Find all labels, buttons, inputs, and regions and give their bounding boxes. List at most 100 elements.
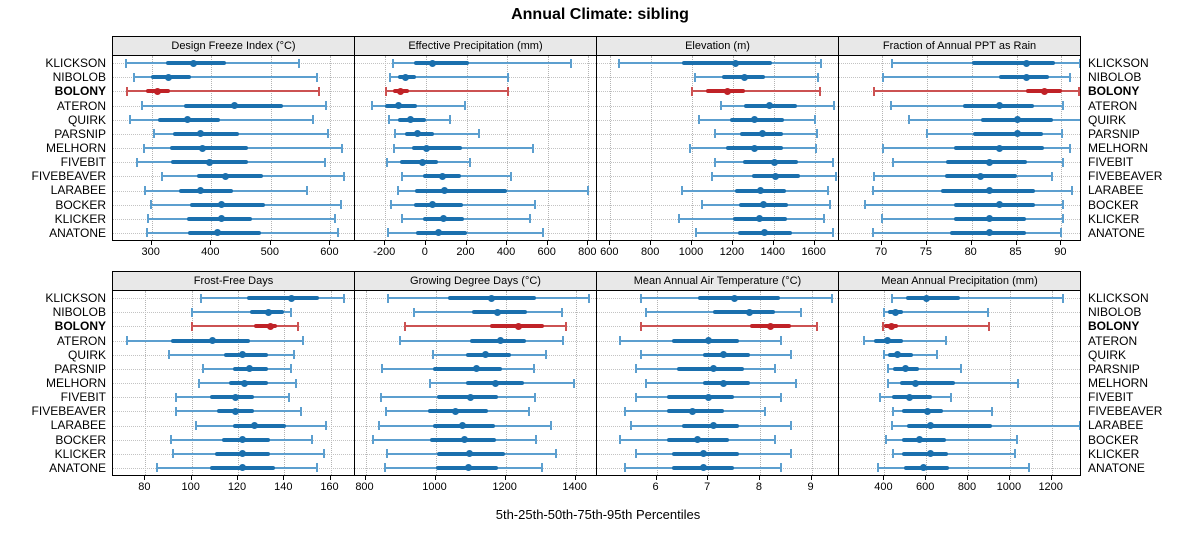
whisker-5-95 [878, 466, 1030, 469]
tick-mark [504, 476, 506, 480]
panel-plot [112, 291, 355, 476]
tick-mark [655, 476, 657, 480]
tick-mark [587, 241, 589, 245]
whisker-cap [881, 321, 884, 331]
station-label: BOCKER [55, 197, 106, 212]
station-label: KLICKSON [45, 56, 106, 71]
whisker-cap [779, 336, 782, 345]
station-label: BOLONY [1088, 84, 1140, 99]
whisker-cap [890, 293, 893, 303]
whisker-cap [789, 350, 792, 360]
median-dot [694, 436, 702, 444]
whisker-cap [195, 421, 198, 430]
panel: Elevation (m) 600 800 1000 1200 1400 1600 [596, 36, 839, 267]
whisker-cap [779, 392, 782, 402]
iqr-bar-25-75 [224, 352, 269, 357]
tick-mark [707, 476, 709, 480]
tick-mark [546, 241, 548, 245]
row-guide [355, 119, 596, 121]
whisker-5-95 [134, 76, 317, 79]
whisker-cap [881, 143, 884, 153]
tick-label: -200 [373, 246, 396, 258]
station-label: MELHORN [45, 376, 106, 390]
whisker-cap [143, 143, 145, 153]
median-dot [241, 379, 249, 387]
whisker-cap [832, 101, 835, 110]
whisker-cap [385, 157, 388, 167]
panel-axis: -200 0 200 400 600 800 [354, 241, 597, 267]
whisker-cap [877, 463, 880, 473]
whisker-cap [449, 115, 452, 125]
station-label: BOLONY [54, 84, 106, 99]
median-dot [924, 407, 932, 415]
whisker-cap [832, 228, 835, 238]
whisker-cap [292, 350, 295, 360]
whisker-cap [831, 293, 834, 303]
iqr-bar-25-75 [188, 230, 261, 235]
whisker-cap [779, 463, 782, 473]
median-dot [488, 294, 496, 302]
median-dot [189, 59, 197, 67]
whisker-cap [190, 307, 193, 317]
iqr-bar-25-75 [972, 131, 1044, 136]
station-label: LARABEE [50, 418, 106, 433]
tick-mark [1050, 476, 1052, 480]
panel-axis: 600 800 1000 1200 1400 1600 [596, 241, 839, 267]
whisker-5-95 [386, 90, 509, 93]
panel: Fraction of Annual PPT as Rain 70 75 80 85 90 [838, 36, 1081, 267]
station-labels-right: KLICKSON NIBOLOB BOLONY ATERON QUIRK PARSNIP M… [1088, 271, 1200, 505]
panel-strip-title: Growing Degree Days (°C) [354, 271, 597, 291]
iqr-bar-25-75 [971, 61, 1056, 66]
tick-label: 300 [141, 246, 160, 258]
iqr-bar-25-75 [170, 146, 248, 150]
station-label: BOCKER [1088, 197, 1139, 212]
whisker-cap [697, 115, 700, 125]
median-dot [732, 59, 740, 67]
whisker-cap [372, 435, 375, 445]
median-dot [894, 351, 902, 359]
whisker-cap [197, 378, 200, 388]
whisker-cap [386, 449, 389, 459]
row-guide [839, 397, 1080, 399]
whisker-cap [478, 129, 480, 139]
whisker-5-95 [153, 132, 328, 135]
median-dot [439, 172, 446, 180]
panel-axis: 6 7 8 9 [596, 476, 839, 502]
whisker-cap [174, 406, 177, 416]
whisker-cap [540, 463, 543, 473]
whisker-cap [287, 392, 290, 402]
whisker-cap [380, 364, 383, 374]
median-dot [206, 158, 213, 166]
whisker-cap [294, 378, 297, 388]
whisker-cap [325, 101, 328, 110]
median-dot [406, 116, 414, 124]
station-label: NIBOLOB [1088, 70, 1142, 85]
tick-label: 800 [578, 246, 597, 258]
median-dot [183, 116, 191, 124]
whisker-cap [619, 435, 622, 445]
median-dot [429, 201, 436, 209]
tick-mark [925, 241, 927, 245]
median-dot [441, 187, 448, 194]
station-label: LARABEE [1088, 418, 1144, 433]
whisker-cap [509, 171, 512, 181]
median-dot [986, 158, 994, 166]
panel-strip-title: Mean Annual Air Temperature (°C) [596, 271, 839, 291]
median-dot [996, 102, 1003, 109]
median-dot [395, 102, 403, 109]
whisker-cap [534, 200, 537, 210]
whisker-5-95 [191, 325, 299, 328]
station-label: PARSNIP [54, 361, 106, 376]
panel-plot [596, 291, 839, 476]
whisker-cap [135, 157, 138, 167]
row-guide [839, 340, 1080, 342]
median-dot [761, 229, 769, 237]
tick-label: 0 [421, 246, 428, 258]
panel-plot [354, 56, 597, 241]
tick-label: 1400 [562, 481, 587, 493]
tick-mark [772, 241, 774, 245]
whisker-cap [317, 86, 320, 96]
median-dot [429, 59, 437, 67]
panel: Growing Degree Days (°C) 800 1000 1200 1400 [354, 271, 597, 502]
whisker-cap [711, 171, 714, 181]
